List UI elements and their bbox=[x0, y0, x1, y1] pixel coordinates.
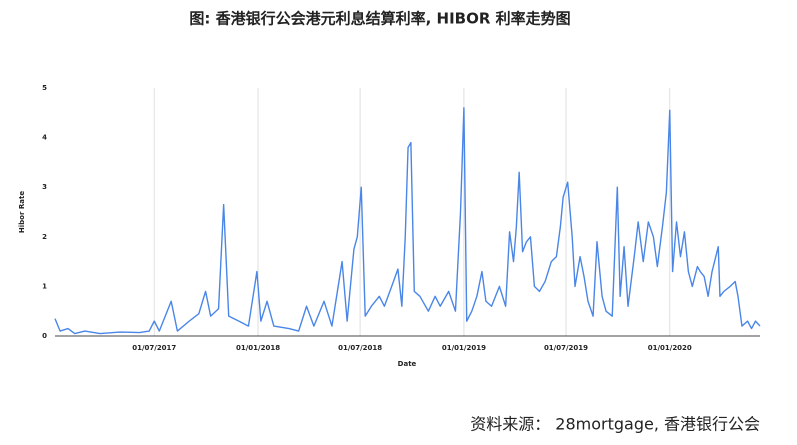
source-note: 资料来源： 28mortgage, 香港银行公会 bbox=[470, 415, 760, 434]
y-tick-label: 5 bbox=[42, 84, 47, 92]
data-line bbox=[54, 107, 761, 335]
x-tick-label: 01/07/2019 bbox=[544, 344, 588, 352]
x-tick-label: 01/07/2017 bbox=[132, 344, 176, 352]
x-tick-label: 01/01/2019 bbox=[442, 344, 486, 352]
y-tick-label: 1 bbox=[42, 282, 47, 290]
x-tick-label: 01/01/2018 bbox=[236, 344, 280, 352]
chart-title: 图: 香港银行公会港元利息结算利率, HIBOR 利率走势图 bbox=[189, 10, 570, 28]
x-tick-label: 01/07/2018 bbox=[338, 344, 382, 352]
y-axis-label: Hibor Rate bbox=[18, 191, 26, 233]
x-tick-label: 01/01/2020 bbox=[648, 344, 692, 352]
y-tick-label: 3 bbox=[42, 183, 47, 191]
y-tick-label: 0 bbox=[42, 332, 47, 340]
y-tick-label: 2 bbox=[42, 233, 47, 241]
x-axis-label: Date bbox=[398, 360, 417, 368]
y-tick-label: 4 bbox=[42, 134, 47, 142]
